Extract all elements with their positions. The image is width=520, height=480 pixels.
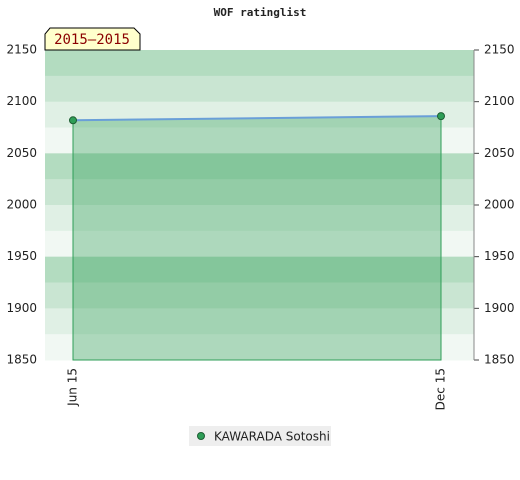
y2-tick-label: 1900 bbox=[484, 301, 515, 315]
x-tick-label: Dec 15 bbox=[434, 368, 448, 410]
y2-tick-label: 1850 bbox=[484, 353, 515, 367]
y2-tick-label: 2050 bbox=[484, 146, 515, 160]
y2-tick-label: 1950 bbox=[484, 249, 515, 263]
y-tick-label: 2100 bbox=[6, 94, 37, 108]
y2-tick-label: 2000 bbox=[484, 198, 515, 212]
background-stripe bbox=[45, 230, 474, 258]
background-stripe bbox=[45, 101, 474, 128]
y-tick-label: 1950 bbox=[6, 249, 37, 263]
y-tick-label: 2050 bbox=[6, 146, 37, 160]
y-tick-label: 1900 bbox=[6, 301, 37, 315]
background-stripe bbox=[45, 50, 474, 77]
background-stripe bbox=[45, 308, 474, 335]
line bbox=[72, 115, 442, 122]
plot bbox=[45, 50, 474, 361]
legend-marker bbox=[197, 432, 205, 440]
point bbox=[437, 112, 445, 121]
x-tick-label: Jun 15 bbox=[66, 368, 80, 407]
y-tick-label: 2150 bbox=[6, 43, 37, 57]
chart-title: WOF ratinglist bbox=[214, 6, 307, 19]
background-stripe bbox=[45, 179, 474, 206]
period-label: 2015–2015 bbox=[54, 32, 130, 48]
background-stripe bbox=[45, 334, 474, 361]
legend-label: KAWARADA Sotoshi bbox=[214, 430, 330, 444]
background-stripe bbox=[45, 127, 474, 154]
legend-box bbox=[189, 426, 331, 446]
background-stripe bbox=[45, 153, 474, 180]
background-stripe bbox=[45, 205, 474, 232]
period-box bbox=[44, 27, 141, 51]
background-stripe bbox=[45, 256, 474, 283]
area bbox=[72, 115, 442, 361]
y-tick-label: 2000 bbox=[6, 198, 37, 212]
y-tick-label: 1850 bbox=[6, 353, 37, 367]
background-stripe bbox=[45, 75, 474, 103]
background-stripe bbox=[45, 282, 474, 309]
point bbox=[69, 116, 77, 125]
y2-tick-label: 2100 bbox=[484, 94, 515, 108]
y2-tick-label: 2150 bbox=[484, 43, 515, 57]
